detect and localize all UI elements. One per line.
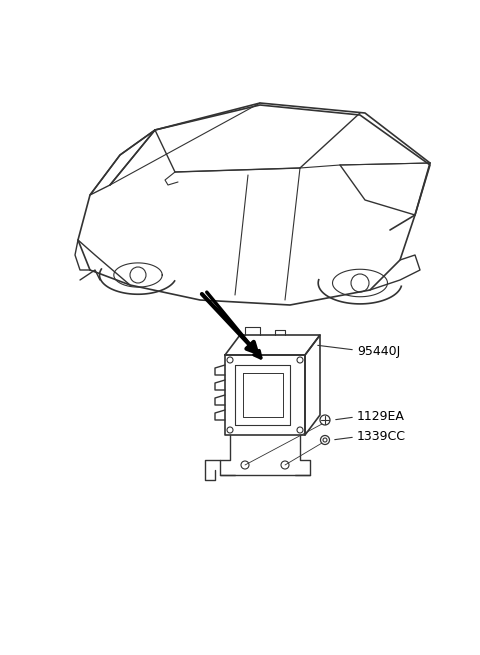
Text: 95440J: 95440J bbox=[357, 345, 400, 358]
Text: 1339CC: 1339CC bbox=[357, 430, 406, 443]
Text: 1129EA: 1129EA bbox=[357, 411, 405, 424]
